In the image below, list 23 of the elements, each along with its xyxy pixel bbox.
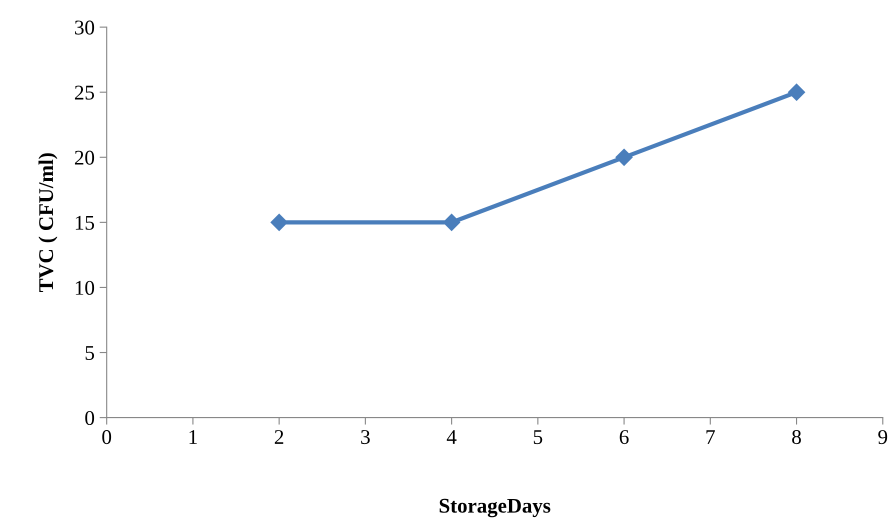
y-tick-label: 5 xyxy=(86,346,94,360)
x-tick-label: 6 xyxy=(620,430,629,444)
y-axis-title: TVC ( CFU/ml) xyxy=(38,153,58,292)
y-tick-label: 10 xyxy=(76,280,94,295)
point xyxy=(616,148,633,166)
y-tick-label: 15 xyxy=(76,216,94,230)
x-tick-label: 5 xyxy=(534,430,542,444)
point xyxy=(443,214,460,231)
point xyxy=(270,214,288,231)
y-tick-label: 25 xyxy=(74,86,94,100)
y-tick-label: 0 xyxy=(85,410,94,426)
x-tick-label: 2 xyxy=(274,430,284,444)
x-tick-label: 9 xyxy=(878,430,888,444)
x-tick-label: 8 xyxy=(792,430,801,444)
x-tick-label: 4 xyxy=(446,430,456,444)
point xyxy=(788,84,806,101)
x-tick-label: 7 xyxy=(706,430,715,444)
x-tick-label: 3 xyxy=(361,430,370,444)
y-tick-label: 30 xyxy=(75,20,94,35)
x-axis-title: StorageDays xyxy=(440,498,550,518)
x-tick-label: 0 xyxy=(102,430,112,444)
y-tick-label: 20 xyxy=(74,150,94,165)
x-tick-label: 1 xyxy=(190,430,197,444)
